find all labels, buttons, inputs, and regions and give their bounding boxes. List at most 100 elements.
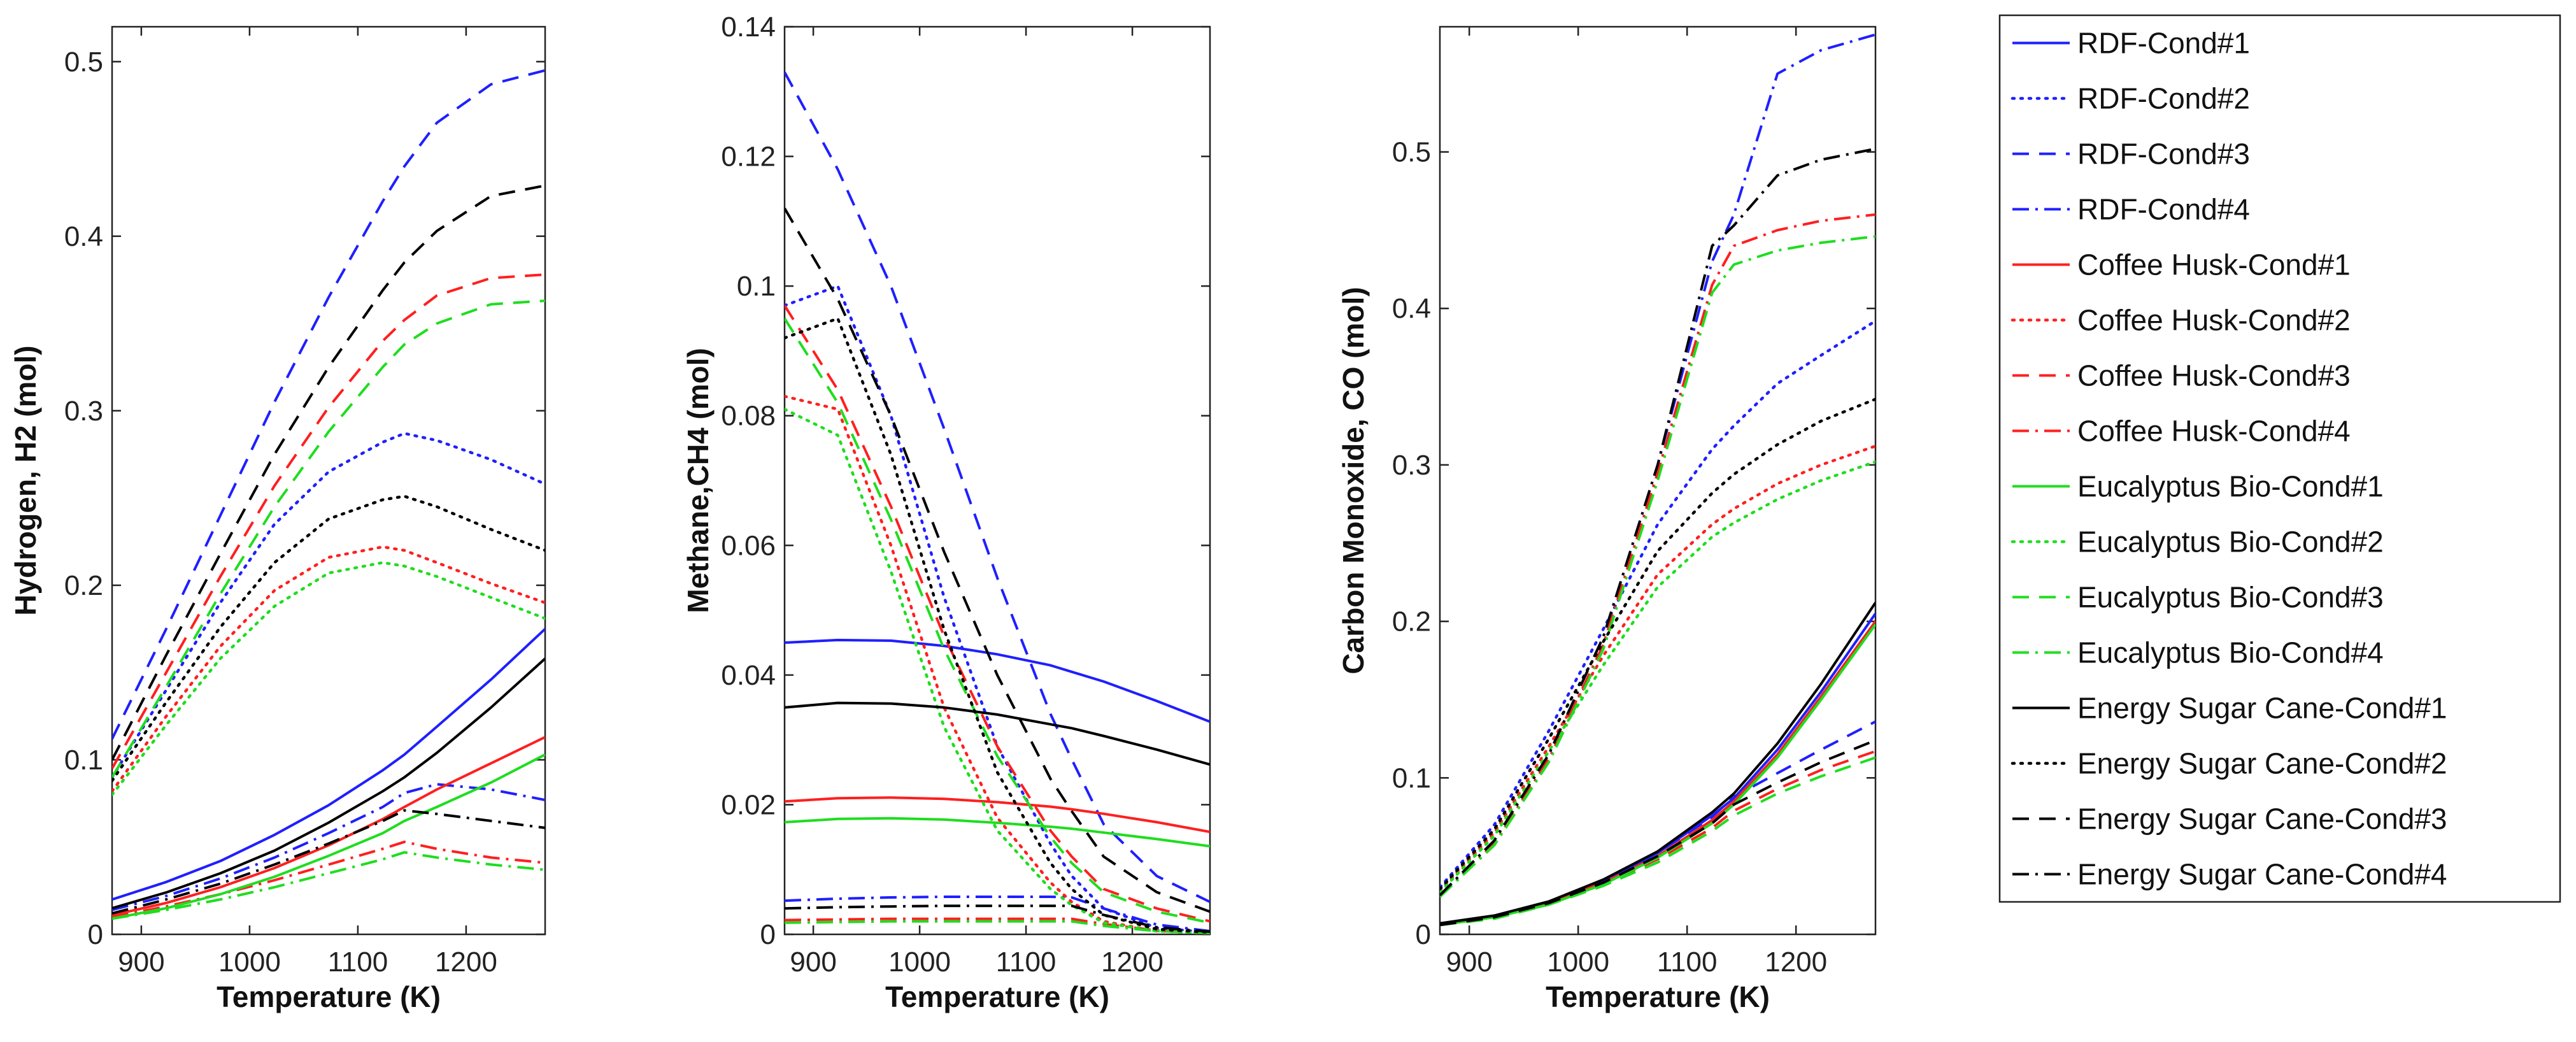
carbon-monoxide-series-line-energy-sugar-cane-cond-1 — [1440, 601, 1875, 925]
hydrogen-series-line-rdf-cond-4 — [112, 783, 545, 911]
carbon-monoxide-y-tick-label: 0.4 — [1392, 293, 1431, 324]
hydrogen-series-line-eucalyptus-bio-cond-1 — [112, 753, 545, 920]
legend-label: RDF-Cond#2 — [2077, 82, 2250, 115]
legend-label: Eucalyptus Bio-Cond#2 — [2077, 525, 2384, 559]
carbon-monoxide-x-tick-label: 1200 — [1765, 946, 1827, 978]
hydrogen-chart-panel: 900 1000 1100 1200 0 0.1 0.2 0.3 0.4 0.5 Temperatu… — [9, 25, 546, 1013]
legend-entry: RDF-Cond#4 — [2012, 193, 2250, 226]
legend-label: Eucalyptus Bio-Cond#3 — [2077, 581, 2384, 614]
methane-x-axis-label: Temperature (K) — [885, 980, 1109, 1013]
legend-label: Energy Sugar Cane-Cond#3 — [2077, 803, 2447, 836]
legend-label: RDF-Cond#4 — [2077, 193, 2250, 226]
carbon-monoxide-x-tick-label: 1100 — [1657, 946, 1718, 978]
methane-chart-panel: 900 1000 1100 1200 0 0.02 0.04 0.06 0.08 0.1 0.12 0… — [681, 11, 1211, 1013]
legend-label: Energy Sugar Cane-Cond#4 — [2077, 858, 2447, 891]
legend-entry: Energy Sugar Cane-Cond#4 — [2012, 858, 2447, 891]
carbon-monoxide-y-tick-label: 0.5 — [1392, 137, 1431, 168]
methane-x-tick-label: 1100 — [996, 946, 1057, 978]
hydrogen-x-axis-label: Temperature (K) — [217, 980, 441, 1013]
hydrogen-x-tick-label: 1200 — [435, 946, 497, 978]
methane-y-tick-label: 0.06 — [721, 530, 776, 561]
carbon-monoxide-y-axis-label: Carbon Monoxide, CO (mol) — [1337, 287, 1370, 674]
methane-series-line-coffee-husk-cond-3 — [785, 304, 1210, 923]
hydrogen-axes-box — [111, 25, 546, 936]
hydrogen-y-tick-label: 0.5 — [64, 46, 103, 78]
methane-series-line-energy-sugar-cane-cond-2 — [785, 317, 1210, 934]
legend-label: RDF-Cond#1 — [2077, 27, 2250, 60]
methane-x-tick-label: 1200 — [1101, 946, 1163, 978]
carbon-monoxide-series-line-eucalyptus-bio-cond-2 — [1440, 460, 1875, 894]
legend-entry: Coffee Husk-Cond#4 — [2012, 415, 2351, 448]
hydrogen-series-line-eucalyptus-bio-cond-4 — [112, 851, 545, 920]
hydrogen-y-tick-label: 0.4 — [64, 221, 103, 252]
carbon-monoxide-series-line-energy-sugar-cane-cond-4 — [1440, 147, 1875, 897]
legend-label: Eucalyptus Bio-Cond#1 — [2077, 470, 2384, 503]
legend-label: Energy Sugar Cane-Cond#1 — [2077, 692, 2447, 725]
legend-entry: RDF-Cond#1 — [2012, 27, 2250, 60]
legend-entry: Energy Sugar Cane-Cond#2 — [2010, 747, 2447, 780]
carbon-monoxide-chart-panel: 900 1000 1100 1200 0 0.1 0.2 0.3 0.4 0.5 Temperatu… — [1337, 25, 1877, 1013]
legend-label: Coffee Husk-Cond#1 — [2077, 248, 2351, 282]
legend-entry: Coffee Husk-Cond#2 — [2010, 304, 2351, 337]
hydrogen-series-line-energy-sugar-cane-cond-2 — [112, 494, 545, 783]
hydrogen-y-axis-label: Hydrogen, H2 (mol) — [9, 345, 42, 615]
hydrogen-series-line-eucalyptus-bio-cond-2 — [112, 561, 545, 797]
methane-y-tick-label: 0 — [760, 919, 776, 950]
methane-series-line-eucalyptus-bio-cond-2 — [785, 408, 1210, 934]
legend-label: Coffee Husk-Cond#3 — [2077, 359, 2351, 392]
methane-series-line-rdf-cond-4 — [785, 896, 1210, 932]
carbon-monoxide-series-line-eucalyptus-bio-cond-3 — [1440, 756, 1875, 927]
carbon-monoxide-series-line-eucalyptus-bio-cond-4 — [1440, 235, 1875, 898]
hydrogen-y-tick-label: 0 — [88, 919, 103, 950]
hydrogen-series-line-eucalyptus-bio-cond-3 — [112, 299, 545, 778]
carbon-monoxide-series-line-energy-sugar-cane-cond-2 — [1440, 397, 1875, 891]
carbon-monoxide-x-tick-label: 900 — [1446, 946, 1492, 978]
hydrogen-series-line-energy-sugar-cane-cond-1 — [112, 657, 545, 910]
legend-label: Energy Sugar Cane-Cond#2 — [2077, 747, 2447, 780]
legend-label: Coffee Husk-Cond#4 — [2077, 415, 2351, 448]
hydrogen-y-tick-label: 0.3 — [64, 396, 103, 427]
methane-y-tick-label: 0.04 — [721, 660, 776, 691]
methane-x-tick-label: 900 — [790, 946, 836, 978]
hydrogen-series-line-coffee-husk-cond-3 — [112, 273, 545, 769]
methane-series-line-eucalyptus-bio-cond-1 — [785, 817, 1210, 848]
legend-entry: RDF-Cond#3 — [2012, 138, 2250, 171]
legend-label: RDF-Cond#3 — [2077, 138, 2250, 171]
carbon-monoxide-y-tick-label: 0.2 — [1392, 606, 1431, 638]
legend-box — [1998, 14, 2561, 903]
methane-series-lines — [785, 71, 1210, 934]
hydrogen-series-lines — [112, 69, 545, 920]
methane-axes-box — [783, 25, 1211, 936]
legend-label: Eucalyptus Bio-Cond#4 — [2077, 636, 2384, 669]
methane-series-line-rdf-cond-1 — [785, 638, 1210, 723]
hydrogen-series-line-coffee-husk-cond-2 — [112, 545, 545, 793]
methane-y-tick-label: 0.14 — [721, 11, 776, 43]
hydrogen-x-tick-label: 1000 — [218, 946, 281, 978]
hydrogen-series-line-rdf-cond-3 — [112, 69, 545, 739]
legend-entry: Eucalyptus Bio-Cond#1 — [2012, 470, 2384, 503]
legend-entry: RDF-Cond#2 — [2010, 82, 2250, 115]
methane-series-line-coffee-husk-cond-1 — [785, 796, 1210, 834]
legend-entry: Coffee Husk-Cond#3 — [2012, 359, 2351, 392]
hydrogen-series-line-rdf-cond-1 — [112, 627, 545, 901]
carbon-monoxide-y-tick-label: 0 — [1416, 919, 1431, 950]
legend-entry: Eucalyptus Bio-Cond#4 — [2012, 636, 2384, 669]
methane-y-tick-label: 0.02 — [721, 789, 776, 820]
methane-series-line-eucalyptus-bio-cond-4 — [785, 920, 1210, 934]
methane-series-line-coffee-husk-cond-4 — [785, 917, 1210, 934]
legend-entry: Eucalyptus Bio-Cond#3 — [2012, 581, 2384, 614]
carbon-monoxide-axes-box — [1439, 25, 1877, 936]
methane-y-tick-label: 0.1 — [737, 271, 776, 302]
carbon-monoxide-x-tick-label: 1000 — [1547, 946, 1609, 978]
legend: RDF-Cond#1 RDF-Cond#2 RDF-Cond#3 RDF-Cond#4… — [1998, 14, 2561, 903]
carbon-monoxide-series-line-coffee-husk-cond-2 — [1440, 445, 1875, 892]
chart-panels: 900 1000 1100 1200 0 0.1 0.2 0.3 0.4 0.5 Temperatu… — [9, 11, 1877, 1013]
methane-x-tick-label: 1000 — [888, 946, 951, 978]
carbon-monoxide-y-tick-label: 0.3 — [1392, 450, 1431, 481]
methane-series-line-energy-sugar-cane-cond-1 — [785, 701, 1210, 766]
hydrogen-y-tick-label: 0.2 — [64, 570, 103, 601]
legend-entry: Energy Sugar Cane-Cond#1 — [2012, 692, 2447, 725]
carbon-monoxide-series-lines — [1440, 33, 1875, 927]
carbon-monoxide-x-axis-label: Temperature (K) — [1546, 980, 1770, 1013]
legend-entry: Eucalyptus Bio-Cond#2 — [2010, 525, 2384, 559]
